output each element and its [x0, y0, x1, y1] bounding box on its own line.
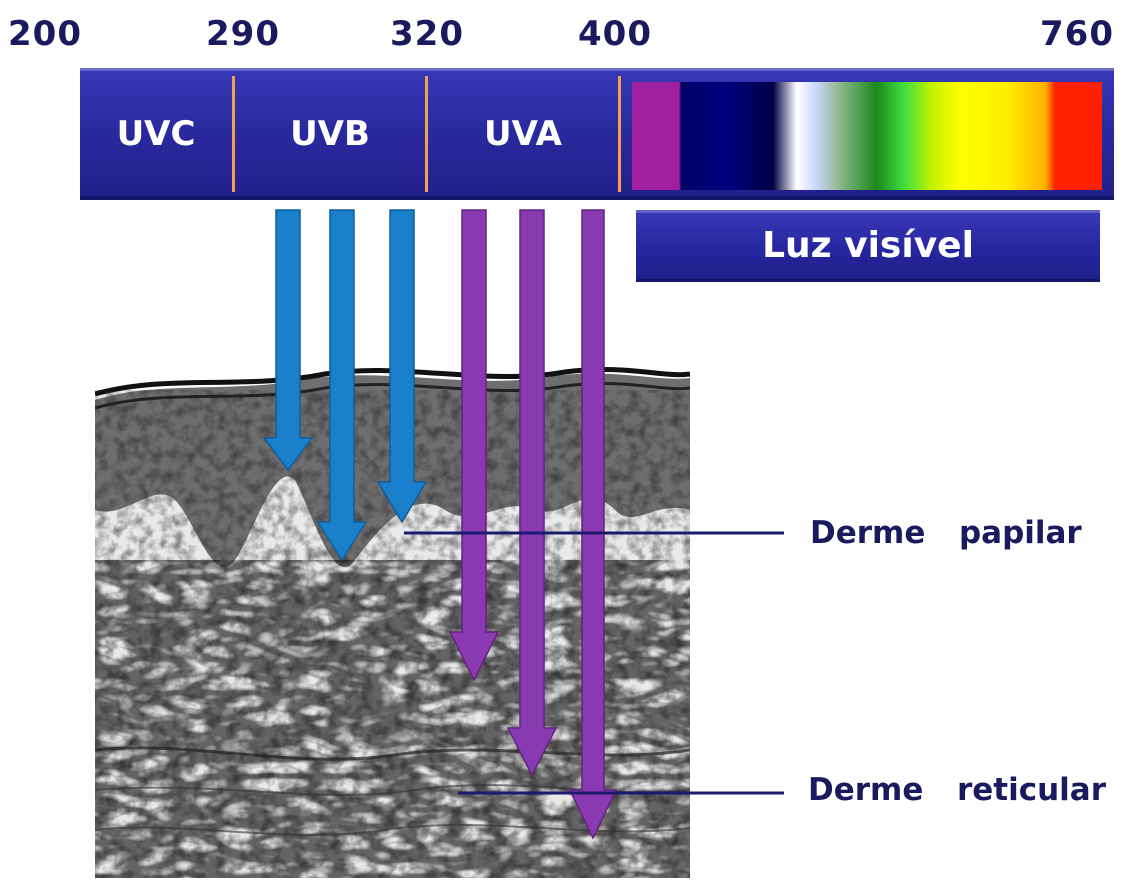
spectrum-bar: UVC UVB UVA — [80, 68, 1114, 200]
tick-label-200: 200 — [8, 14, 82, 54]
divider-320 — [425, 76, 428, 192]
papillary-dermis-label: Derme papilar — [810, 515, 1082, 551]
visible-spectrum-gradient — [632, 82, 1102, 190]
visible-light-box: Luz visível — [636, 210, 1100, 282]
stratum-corneum-line — [95, 367, 690, 397]
tick-label-400: 400 — [578, 14, 652, 54]
visible-light-label: Luz visível — [762, 225, 974, 266]
tick-label-760: 760 — [1040, 14, 1114, 54]
band-label-uvc: UVC — [116, 114, 196, 154]
uva-arrow — [568, 209, 618, 840]
uvb-arrow — [376, 209, 428, 524]
tick-label-290: 290 — [206, 14, 280, 54]
divider-290 — [232, 76, 235, 192]
reticular-dermis-label: Derme reticular — [808, 772, 1106, 808]
uva-arrow — [448, 209, 500, 682]
band-label-uvb: UVB — [290, 114, 370, 154]
uvb-arrow — [262, 209, 314, 472]
uva-arrow — [506, 209, 558, 777]
divider-400 — [618, 76, 621, 192]
tick-label-320: 320 — [390, 14, 464, 54]
band-label-uva: UVA — [484, 114, 562, 154]
uvb-arrow — [316, 209, 368, 562]
